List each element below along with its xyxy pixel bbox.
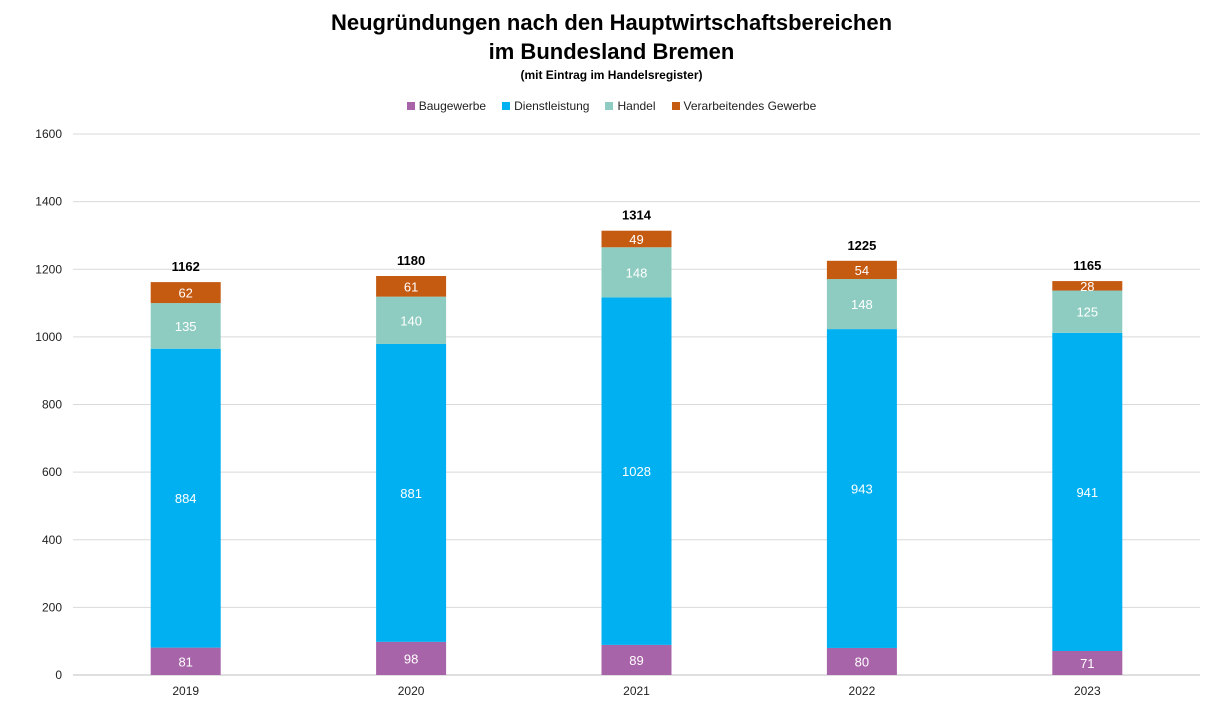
bar-segment <box>601 297 672 645</box>
chart-title: Neugründungen nach den Hauptwirtschaftsb… <box>330 10 893 35</box>
bar-segment <box>826 260 897 280</box>
data-label: 49 <box>629 232 643 247</box>
y-tick-label: 1200 <box>35 262 62 276</box>
bar-segment <box>1052 650 1123 675</box>
x-tick-label: 2022 <box>849 684 876 698</box>
legend-item: Handel <box>605 99 656 113</box>
data-label: 148 <box>851 297 873 312</box>
bar-segment <box>826 647 897 675</box>
bar-segment <box>1052 290 1123 333</box>
total-label: 1162 <box>172 259 200 274</box>
data-label: 884 <box>175 491 197 506</box>
legend-item: Dienstleistung <box>502 99 589 113</box>
bar-segment <box>150 282 221 304</box>
total-label: 1314 <box>622 208 652 223</box>
legend-swatch <box>605 102 614 110</box>
total-label: 1165 <box>1073 258 1101 273</box>
x-tick-label: 2023 <box>1074 684 1101 698</box>
legend-label: Verarbeitendes Gewerbe <box>683 99 817 113</box>
data-label: 81 <box>178 654 192 669</box>
bar-segment <box>1052 332 1123 651</box>
data-label: 98 <box>404 651 418 666</box>
data-label: 61 <box>404 279 418 294</box>
data-label: 80 <box>855 654 869 669</box>
data-label: 1028 <box>622 464 651 479</box>
data-label: 881 <box>400 486 422 501</box>
x-tick-label: 2020 <box>398 684 425 698</box>
x-tick-label: 2021 <box>623 684 650 698</box>
bar-segment <box>826 329 897 648</box>
y-tick-label: 400 <box>42 533 62 547</box>
bar-segment <box>826 279 897 330</box>
legend-item: Verarbeitendes Gewerbe <box>671 99 817 113</box>
data-label: 89 <box>629 653 643 668</box>
total-label: 1180 <box>397 253 425 268</box>
chart-title-line2: im Bundesland Bremen <box>488 39 735 64</box>
data-label: 62 <box>178 286 192 301</box>
y-tick-label: 0 <box>55 668 62 682</box>
y-tick-label: 800 <box>42 398 62 412</box>
y-tick-label: 200 <box>42 600 62 614</box>
legend-label: Handel <box>617 99 656 113</box>
x-tick-label: 2019 <box>172 684 199 698</box>
data-label: 943 <box>851 482 873 497</box>
legend-swatch <box>502 102 511 110</box>
legend-item: Baugewerbe <box>406 99 487 113</box>
bar-segment <box>376 276 447 297</box>
data-label: 71 <box>1080 656 1094 671</box>
chart-subtitle: (mit Eintrag im Handelsregister) <box>520 68 703 82</box>
bar-segment <box>601 247 672 298</box>
bar-segment <box>601 230 672 248</box>
legend: Baugewerbe Dienstleistung Handel Verarbeite… <box>0 99 1223 113</box>
y-tick-label: 1000 <box>35 330 62 344</box>
data-label: 148 <box>626 265 648 280</box>
legend-swatch <box>406 102 415 110</box>
y-tick-label: 1600 <box>35 127 62 141</box>
bar-segment <box>376 343 447 642</box>
legend-swatch <box>671 102 680 110</box>
y-tick-label: 600 <box>42 465 62 479</box>
data-label: 135 <box>175 319 197 334</box>
bar-segment <box>150 647 221 675</box>
data-label: 941 <box>1076 485 1098 500</box>
bar-segment <box>376 641 447 675</box>
data-label: 125 <box>1076 305 1098 320</box>
data-label: 140 <box>400 313 422 328</box>
bar-segment <box>150 303 221 349</box>
bar-segment <box>150 348 221 648</box>
y-tick-label: 1400 <box>35 195 62 209</box>
legend-label: Baugewerbe <box>418 99 487 113</box>
bar-segment <box>1052 281 1123 291</box>
total-label: 1225 <box>847 238 876 253</box>
bar-segment <box>376 296 447 344</box>
bar-segment <box>601 644 672 675</box>
data-label: 28 <box>1080 279 1094 294</box>
data-label: 54 <box>855 263 869 278</box>
legend-label: Dienstleistung <box>514 99 590 113</box>
